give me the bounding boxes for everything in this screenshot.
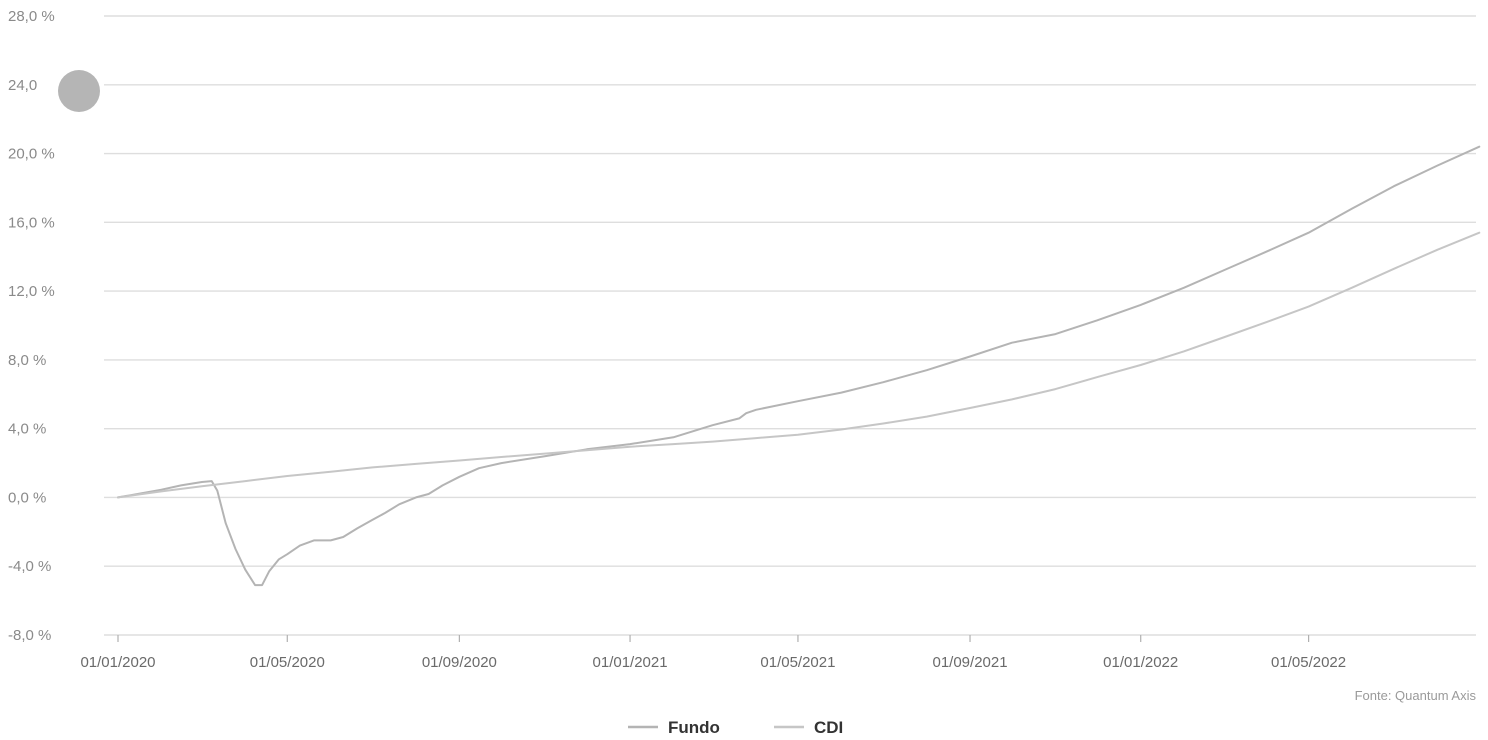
x-tick-label: 01/05/2021 bbox=[760, 654, 835, 671]
x-tick-label: 01/05/2022 bbox=[1271, 654, 1346, 671]
x-tick-label: 01/01/2020 bbox=[80, 654, 155, 671]
blob-mark bbox=[58, 70, 100, 112]
legend-label-fundo: Fundo bbox=[668, 718, 720, 735]
y-tick-label: 12,0 % bbox=[8, 283, 55, 300]
legend-label-cdi: CDI bbox=[814, 718, 843, 735]
x-tick-label: 01/01/2021 bbox=[593, 654, 668, 671]
y-tick-label: 16,0 % bbox=[8, 214, 55, 231]
x-tick-label: 01/05/2020 bbox=[250, 654, 325, 671]
source-label: Fonte: Quantum Axis bbox=[1355, 688, 1477, 703]
y-tick-label: -8,0 % bbox=[8, 627, 51, 644]
y-tick-label: 0,0 % bbox=[8, 489, 46, 506]
y-tick-label: 4,0 % bbox=[8, 421, 46, 438]
y-tick-label: 24,0 bbox=[8, 77, 37, 94]
series-line-cdi bbox=[117, 231, 1481, 499]
x-tick-label: 01/01/2022 bbox=[1103, 654, 1178, 671]
x-tick-label: 01/09/2021 bbox=[932, 654, 1007, 671]
y-tick-label: -4,0 % bbox=[8, 558, 51, 575]
series-line-fundo bbox=[117, 145, 1481, 587]
y-tick-label: 8,0 % bbox=[8, 352, 46, 369]
y-tick-label: 20,0 % bbox=[8, 146, 55, 163]
x-tick-label: 01/09/2020 bbox=[422, 654, 497, 671]
y-tick-label: 28,0 % bbox=[8, 8, 55, 25]
